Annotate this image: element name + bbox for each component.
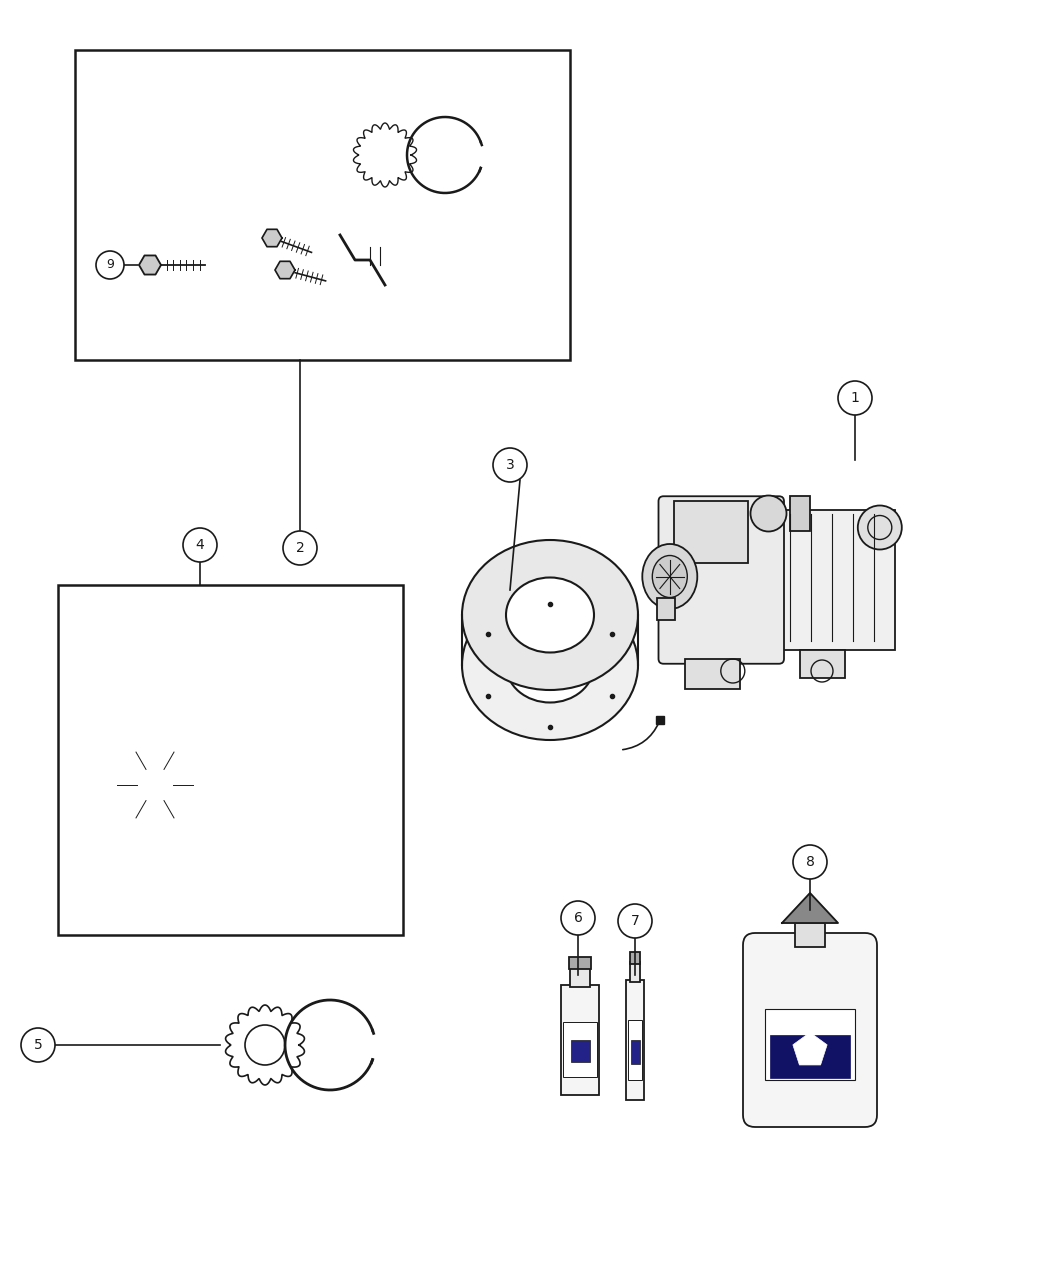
Text: 6: 6	[573, 912, 583, 924]
Bar	[770, 1035, 850, 1077]
Bar	[365, 245, 400, 266]
Text: 5: 5	[34, 1038, 42, 1052]
Circle shape	[147, 776, 163, 793]
Bar	[561, 986, 598, 1095]
Circle shape	[858, 505, 902, 550]
Circle shape	[751, 496, 786, 532]
Circle shape	[618, 904, 652, 938]
FancyBboxPatch shape	[658, 496, 784, 664]
Text: 8: 8	[805, 856, 815, 870]
Circle shape	[793, 845, 827, 878]
Circle shape	[83, 713, 227, 857]
Ellipse shape	[643, 544, 697, 609]
Circle shape	[561, 901, 595, 935]
Circle shape	[21, 1028, 55, 1062]
Text: 3: 3	[506, 458, 514, 472]
Bar	[570, 1040, 589, 1062]
Ellipse shape	[462, 541, 638, 690]
Bar	[563, 1021, 597, 1076]
Text: mopar: mopar	[796, 1051, 824, 1060]
Circle shape	[245, 740, 285, 780]
Text: 1: 1	[850, 391, 860, 405]
Polygon shape	[782, 892, 838, 923]
Bar	[58, 585, 403, 935]
Text: 2: 2	[296, 541, 304, 555]
Bar	[628, 1020, 642, 1080]
Bar	[685, 659, 739, 689]
Polygon shape	[275, 261, 295, 279]
Bar	[790, 496, 810, 530]
Polygon shape	[262, 230, 282, 246]
Bar	[765, 1009, 855, 1080]
Ellipse shape	[652, 556, 688, 598]
Bar	[569, 966, 590, 987]
Ellipse shape	[462, 590, 638, 740]
Bar	[75, 50, 570, 360]
Polygon shape	[139, 255, 161, 274]
Polygon shape	[793, 1033, 827, 1065]
Bar	[779, 510, 895, 650]
Circle shape	[838, 381, 872, 414]
Circle shape	[170, 666, 360, 856]
Circle shape	[233, 728, 297, 792]
Bar	[630, 1040, 639, 1065]
Text: 4: 4	[195, 538, 205, 552]
Ellipse shape	[506, 627, 594, 703]
Bar	[800, 650, 845, 678]
Bar	[568, 958, 591, 969]
Bar	[674, 501, 748, 562]
Text: 7: 7	[631, 914, 639, 928]
FancyBboxPatch shape	[743, 933, 877, 1127]
Text: 9: 9	[106, 259, 114, 272]
Bar	[630, 963, 639, 982]
Bar	[630, 952, 640, 964]
Circle shape	[284, 530, 317, 565]
Bar	[795, 923, 825, 947]
Bar	[626, 980, 644, 1100]
Circle shape	[494, 448, 527, 482]
Bar	[657, 598, 675, 620]
Circle shape	[183, 528, 217, 562]
Circle shape	[96, 251, 124, 279]
Ellipse shape	[506, 578, 594, 653]
Circle shape	[255, 750, 275, 770]
